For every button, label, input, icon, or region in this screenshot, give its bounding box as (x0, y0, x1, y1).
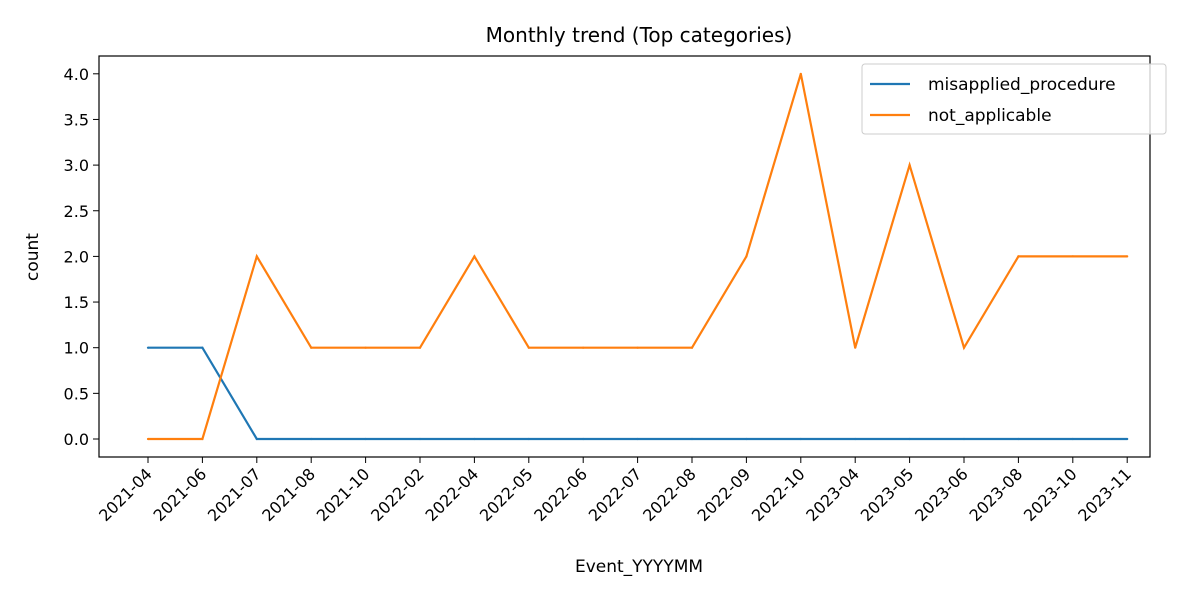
data-point-not-applicable (582, 346, 585, 349)
y-tick-label: 1.0 (64, 339, 89, 358)
y-tick-label: 0.5 (64, 384, 89, 403)
x-tick-label: 2022-08 (639, 464, 700, 525)
data-point-not-applicable (1126, 255, 1129, 258)
data-point-not-applicable (1071, 255, 1074, 258)
data-point-not-applicable (473, 255, 476, 258)
x-tick-label: 2023-05 (857, 464, 918, 525)
legend-label-misapplied-procedure: misapplied_procedure (928, 75, 1116, 95)
legend-label-not-applicable: not_applicable (928, 106, 1052, 126)
data-point-misapplied-procedure (799, 437, 802, 441)
x-tick-label: 2022-09 (694, 464, 755, 525)
data-point-misapplied-procedure (1071, 437, 1074, 441)
x-tick-label: 2021-07 (204, 464, 265, 525)
x-tick-label: 2023-06 (911, 464, 972, 525)
data-point-not-applicable (854, 346, 857, 349)
y-axis: 0.0 0.5 1.0 1.5 2.0 2.5 3.0 3.5 4.0 (64, 65, 99, 449)
data-point-misapplied-procedure (636, 437, 639, 441)
data-point-misapplied-procedure (310, 437, 313, 441)
series-lines (146, 72, 1129, 441)
x-tick-label: 2022-10 (748, 464, 809, 525)
x-tick-label: 2023-04 (802, 464, 863, 525)
data-point-not-applicable (1017, 255, 1020, 258)
data-point-not-applicable (146, 437, 150, 441)
data-point-misapplied-procedure (364, 437, 367, 441)
data-point-misapplied-procedure (527, 437, 530, 441)
x-tick-label: 2022-02 (367, 464, 428, 525)
y-tick-label: 2.5 (64, 202, 89, 221)
data-point-misapplied-procedure (908, 437, 911, 441)
y-tick-label: 2.0 (64, 247, 89, 266)
data-point-misapplied-procedure (418, 437, 422, 441)
data-point-not-applicable (201, 437, 204, 441)
data-point-not-applicable (962, 346, 966, 349)
x-axis-label: Event_YYYYMM (575, 557, 703, 577)
x-tick-label: 2022-05 (476, 464, 537, 525)
data-point-not-applicable (255, 255, 258, 258)
series-line-misapplied-procedure (148, 346, 1128, 441)
data-point-not-applicable (418, 346, 422, 349)
x-axis: 2021-042021-062021-072021-082021-102022-… (95, 457, 1135, 525)
x-tick-label: 2021-08 (258, 464, 319, 525)
data-point-misapplied-procedure (201, 346, 204, 349)
data-point-not-applicable (908, 164, 911, 167)
data-point-misapplied-procedure (582, 437, 585, 441)
y-tick-label: 1.5 (64, 293, 89, 312)
y-axis-label: count (23, 233, 43, 281)
data-point-not-applicable (310, 346, 313, 349)
data-point-misapplied-procedure (146, 346, 150, 349)
x-tick-label: 2023-11 (1074, 464, 1135, 525)
data-point-not-applicable (527, 346, 530, 349)
x-tick-label: 2023-08 (966, 464, 1027, 525)
data-point-misapplied-procedure (745, 437, 748, 441)
y-tick-label: 0.0 (64, 430, 89, 449)
x-tick-label: 2022-07 (585, 464, 646, 525)
x-tick-label: 2023-10 (1020, 464, 1081, 525)
data-point-misapplied-procedure (690, 437, 694, 441)
x-tick-label: 2021-04 (95, 464, 156, 525)
x-tick-label: 2022-06 (530, 464, 591, 525)
data-point-not-applicable (799, 72, 802, 75)
legend-frame (861, 63, 1167, 135)
legend: misapplied_procedure not_applicable (861, 63, 1167, 135)
data-point-not-applicable (745, 255, 748, 258)
chart-title: Monthly trend (Top categories) (486, 23, 793, 47)
data-point-not-applicable (636, 346, 639, 349)
data-point-misapplied-procedure (1017, 437, 1020, 441)
data-point-misapplied-procedure (962, 437, 966, 441)
y-tick-label: 4.0 (64, 65, 89, 84)
data-point-misapplied-procedure (255, 437, 258, 441)
data-point-misapplied-procedure (473, 437, 476, 441)
data-point-misapplied-procedure (1126, 437, 1129, 441)
y-tick-label: 3.5 (64, 110, 89, 129)
y-tick-label: 3.0 (64, 156, 89, 175)
data-point-misapplied-procedure (854, 437, 857, 441)
x-tick-label: 2022-04 (422, 464, 483, 525)
x-tick-label: 2021-10 (313, 464, 374, 525)
data-point-not-applicable (690, 346, 694, 349)
data-point-not-applicable (364, 346, 367, 349)
x-tick-label: 2021-06 (150, 464, 211, 525)
